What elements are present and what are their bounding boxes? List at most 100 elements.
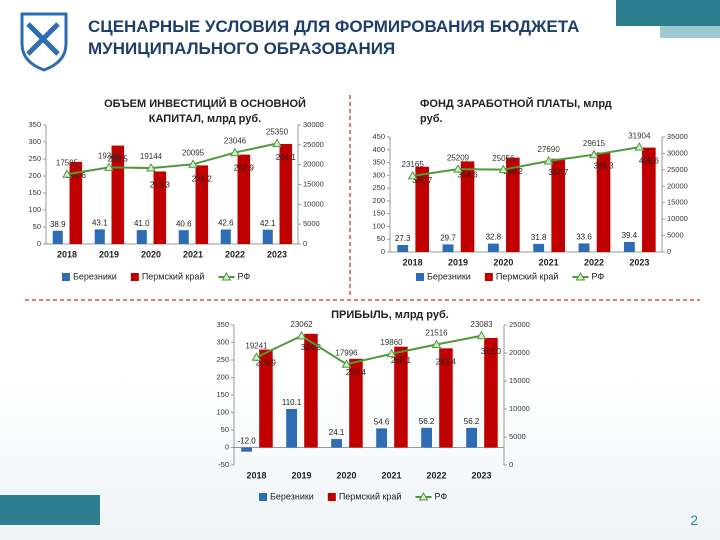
y-tick-label: 200 [216, 372, 229, 381]
bar [551, 158, 565, 252]
y2-tick-label: 25000 [667, 165, 688, 174]
data-label: 40.6 [176, 219, 192, 228]
data-label: 19860 [380, 338, 403, 347]
bar [506, 157, 520, 252]
chart-title: ФОНД ЗАРАБОТНОЙ ПЛАТЫ, млрд руб. [420, 98, 612, 125]
y-tick-label: -50 [218, 460, 229, 469]
y-tick-label: 250 [28, 154, 41, 163]
y2-tick-label: 10000 [667, 214, 688, 223]
data-label: 289.5 [108, 155, 129, 164]
marker [146, 163, 156, 172]
data-label: 313.0 [481, 347, 502, 356]
x-tick-label: 2019 [99, 249, 119, 259]
y2-tick-label: 35000 [667, 132, 688, 141]
x-tick-label: 2020 [141, 249, 161, 259]
bar [349, 358, 363, 448]
data-label: -12.0 [237, 437, 256, 446]
bar [623, 241, 635, 252]
bar [439, 348, 453, 448]
data-label: 288.1 [391, 356, 412, 365]
data-label: 17996 [335, 348, 358, 357]
data-label: 27.3 [395, 234, 411, 243]
bottom-stripe [0, 495, 100, 525]
y-tick-label: 50 [33, 222, 41, 231]
data-label: 29.7 [440, 234, 456, 243]
bar [241, 447, 252, 452]
bar [397, 245, 409, 252]
slide-title: СЦЕНАРНЫЕ УСЛОВИЯ ДЛЯ ФОРМИРОВАНИЯ БЮДЖЕ… [88, 17, 580, 58]
y-tick-label: 100 [372, 221, 385, 230]
y-tick-label: 0 [225, 442, 229, 451]
data-label: 279.9 [256, 359, 277, 368]
data-label: 23046 [224, 137, 247, 146]
data-label: 23062 [290, 320, 313, 329]
legend-swatch [62, 273, 70, 281]
data-label: 324.8 [301, 343, 322, 352]
data-label: 408.6 [639, 157, 660, 166]
y-tick-label: 150 [372, 209, 385, 218]
data-label: 354.6 [458, 170, 479, 179]
bar [642, 147, 656, 252]
data-label: 283.4 [436, 357, 457, 366]
y2-tick-label: 10000 [509, 404, 530, 413]
y-tick-label: 0 [381, 247, 385, 256]
legend-swatch [259, 493, 267, 501]
data-label: 253.4 [346, 368, 367, 377]
bar [178, 230, 189, 244]
bar [421, 427, 432, 448]
bar [487, 243, 499, 252]
data-label: 41.0 [134, 219, 150, 228]
marker [498, 164, 509, 174]
data-label: 33.6 [576, 233, 592, 242]
y2-tick-label: 15000 [667, 198, 688, 207]
legend-swatch [484, 273, 493, 281]
data-label: 31904 [628, 131, 651, 140]
y2-tick-label: 5000 [667, 231, 684, 240]
x-tick-label: 2020 [493, 257, 513, 267]
bar [195, 165, 209, 244]
data-label: 23083 [470, 320, 493, 329]
y2-tick-label: 30000 [667, 148, 688, 157]
data-label: 364.7 [548, 168, 569, 177]
y2-tick-label: 5000 [303, 219, 320, 228]
y-tick-label: 400 [372, 145, 385, 154]
x-tick-label: 2021 [381, 470, 401, 480]
y2-tick-label: 0 [303, 239, 307, 248]
legend-label: Пермский край [496, 271, 559, 281]
bar [376, 428, 387, 448]
x-tick-label: 2019 [291, 470, 311, 480]
chart-title: ОБЪЕМ ИНВЕСТИЦИЙ В ОСНОВНОЙ КАПИТАЛ, млр… [104, 98, 306, 125]
data-label: 23165 [402, 160, 425, 169]
legend-label: Пермский край [339, 491, 402, 501]
data-label: 25209 [447, 153, 470, 162]
y2-tick-label: 0 [667, 247, 671, 256]
data-label: 17595 [56, 158, 79, 167]
y-tick-label: 350 [216, 320, 229, 329]
data-label: 25350 [266, 128, 289, 137]
data-label: 20095 [182, 148, 205, 157]
y2-tick-label: 15000 [509, 376, 530, 385]
legend-label: РФ [434, 491, 447, 501]
x-tick-label: 2022 [584, 257, 604, 267]
x-tick-label: 2019 [448, 257, 468, 267]
bar [578, 243, 590, 252]
data-label: 19241 [245, 341, 268, 350]
bar [286, 408, 297, 448]
y2-tick-label: 10000 [303, 199, 324, 208]
legend-swatch [416, 273, 424, 281]
bar [279, 144, 293, 244]
marker [62, 169, 72, 178]
y-tick-label: 250 [372, 183, 385, 192]
y2-tick-label: 25000 [303, 140, 324, 149]
y-tick-label: 300 [372, 170, 385, 179]
y2-tick-label: 0 [509, 460, 513, 469]
legend-label: РФ [591, 271, 604, 281]
data-label: 38.9 [50, 220, 66, 229]
marker [476, 330, 487, 340]
y2-tick-label: 5000 [509, 432, 526, 441]
y-tick-label: 0 [37, 239, 41, 248]
y-tick-label: 300 [28, 137, 41, 146]
marker [230, 147, 240, 157]
legend-label: Березники [427, 271, 471, 281]
